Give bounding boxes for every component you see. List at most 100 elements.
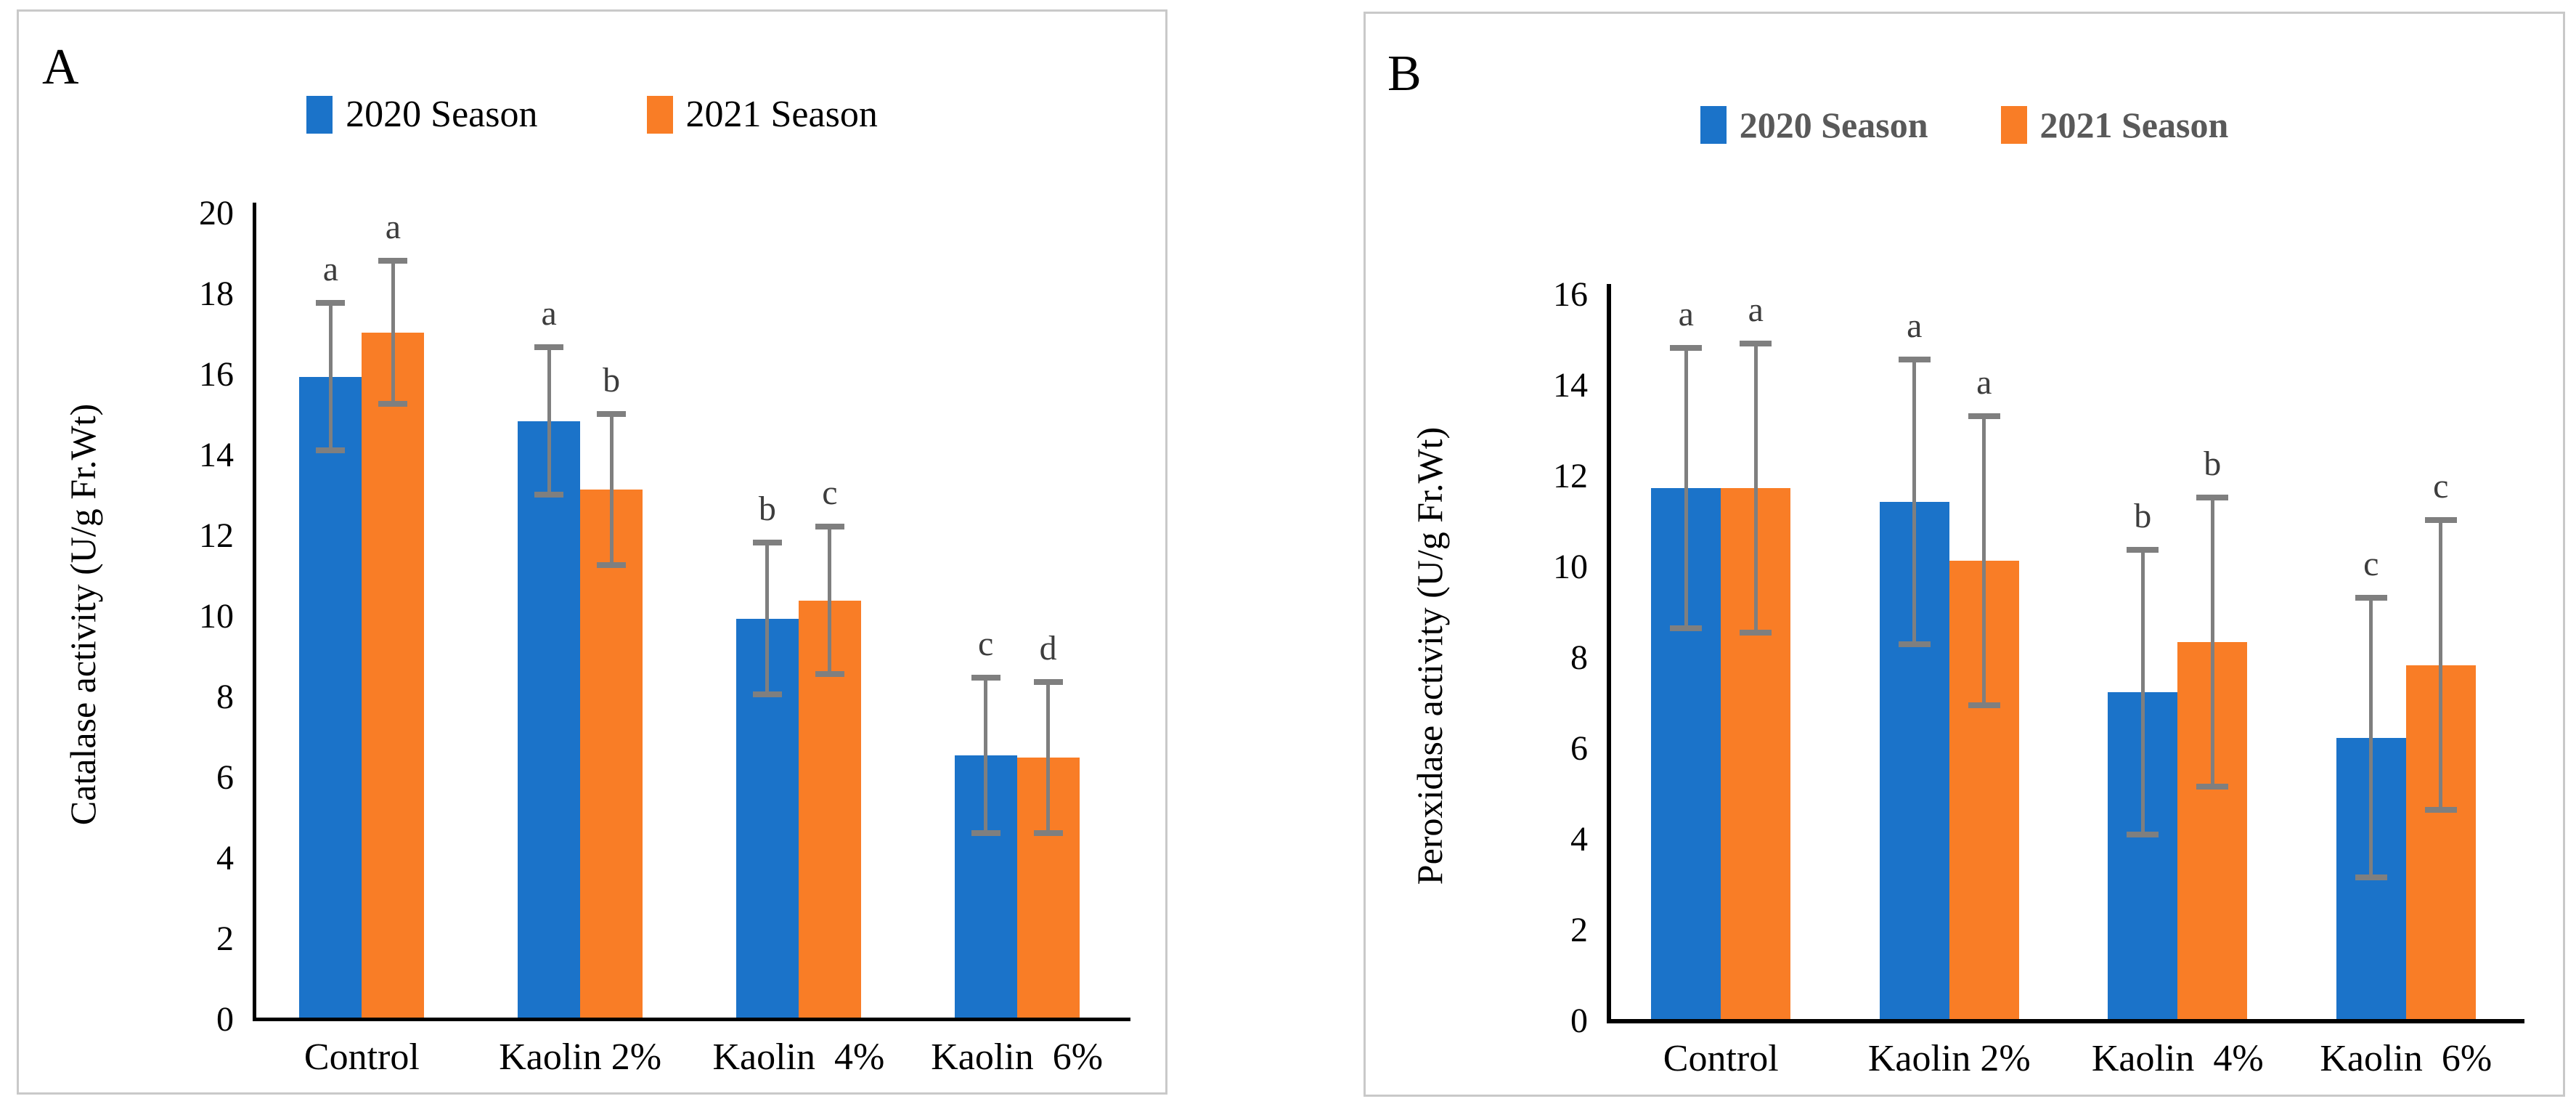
error-bar-cap-top — [2127, 547, 2159, 553]
figure-panel-a: A 2020 Season 2021 Season Catalase activ… — [17, 9, 1167, 1095]
y-tick-label: 8 — [216, 677, 234, 716]
error-bar-cap-top — [2196, 495, 2229, 501]
error-bar-cap-bottom — [316, 447, 346, 453]
significance-letter: c — [822, 474, 838, 513]
error-bar — [2424, 517, 2457, 813]
significance-letter: b — [758, 490, 776, 529]
y-tick-label: 16 — [199, 354, 234, 394]
legend-label-2020: 2020 Season — [1739, 105, 1928, 145]
error-bar-cap-bottom — [2424, 806, 2457, 813]
bar-2020-season — [518, 421, 581, 1018]
legend-swatch-2021-icon — [2000, 106, 2027, 144]
significance-letter: a — [541, 294, 557, 333]
significance-letter: d — [1039, 628, 1057, 667]
error-bar-cap-top — [1898, 356, 1931, 362]
error-bar-cap-top — [815, 524, 844, 530]
y-tick-label: 0 — [216, 999, 234, 1039]
legend-swatch-2021-icon — [646, 95, 673, 134]
figure-panel-b: B 2020 Season 2021 Season Peroxidase act… — [1364, 12, 2565, 1097]
significance-letter: a — [1678, 294, 1694, 333]
error-bar — [597, 410, 627, 569]
error-bar-cap-bottom — [534, 492, 564, 498]
error-bar-cap-top — [378, 257, 408, 264]
error-bar-cap-top — [1740, 340, 1772, 346]
panel-a-corner-label: A — [42, 39, 79, 95]
panel-b-corner-label: B — [1387, 46, 1422, 102]
error-bar — [1898, 356, 1931, 647]
error-bar — [2355, 594, 2387, 881]
error-bar — [2196, 495, 2229, 790]
error-bar-cap-bottom — [1670, 625, 1703, 631]
error-bar — [1670, 344, 1703, 631]
error-bar-stem — [984, 675, 988, 837]
error-bar-stem — [1753, 340, 1758, 636]
error-bar — [378, 257, 408, 407]
significance-letter: c — [2433, 467, 2449, 506]
error-bar-stem — [2369, 594, 2373, 881]
significance-letter: a — [385, 207, 402, 246]
y-tick-label: 12 — [1553, 457, 1588, 495]
error-bar-cap-top — [2355, 594, 2387, 601]
y-tick-label: 10 — [1553, 548, 1588, 586]
error-bar-cap-top — [971, 675, 1000, 681]
error-bar-stem — [2210, 495, 2214, 790]
y-tick-label: 16 — [1553, 275, 1588, 314]
significance-letter: a — [322, 250, 339, 289]
bar-2021-season — [580, 489, 643, 1018]
significance-letter: b — [603, 360, 621, 399]
x-category-label: Kaolin 6% — [931, 1036, 1104, 1078]
error-bar-stem — [391, 257, 395, 407]
significance-letter: a — [1907, 306, 1923, 345]
error-bar-stem — [609, 410, 614, 569]
y-tick-label: 8 — [1570, 638, 1588, 677]
legend-item-2020: 2020 Season — [306, 93, 538, 136]
x-category-label: Kaolin 2% — [1867, 1038, 2031, 1079]
error-bar-cap-bottom — [2127, 832, 2159, 837]
error-bar-stem — [547, 344, 551, 498]
legend-label-2021: 2021 Season — [685, 94, 878, 135]
error-bar — [752, 540, 782, 697]
y-axis-line — [253, 203, 256, 1021]
error-bar-cap-bottom — [1740, 629, 1772, 636]
error-bar-cap-top — [534, 344, 564, 351]
error-bar-cap-top — [752, 540, 782, 546]
error-bar — [2127, 547, 2159, 837]
y-tick-label: 20 — [199, 193, 234, 232]
error-bar-cap-bottom — [378, 401, 408, 407]
error-bar — [316, 300, 346, 453]
y-tick-label: 14 — [199, 435, 234, 474]
error-bar-cap-top — [2424, 517, 2457, 524]
y-tick-label: 4 — [216, 838, 234, 877]
significance-letter: b — [2134, 497, 2152, 535]
error-bar-cap-bottom — [2196, 784, 2229, 790]
x-axis-line — [1607, 1019, 2524, 1023]
significance-letter: a — [1976, 362, 1992, 402]
legend-item-2021: 2021 Season — [2000, 104, 2228, 146]
legend-swatch-2020-icon — [306, 95, 333, 134]
error-bar — [1968, 413, 2000, 708]
error-bar-stem — [2439, 517, 2443, 813]
significance-letter: b — [2204, 445, 2222, 484]
error-bar-cap-bottom — [2355, 874, 2387, 881]
y-tick-label: 2 — [216, 919, 234, 958]
x-category-label: Kaolin 4% — [2091, 1038, 2264, 1079]
y-axis-line — [1607, 284, 1611, 1023]
error-bar-cap-bottom — [1968, 702, 2000, 708]
error-bar-cap-bottom — [597, 562, 627, 569]
error-bar-cap-top — [1670, 344, 1703, 351]
error-bar-stem — [828, 524, 832, 678]
x-category-label: Control — [303, 1036, 420, 1078]
bar-2021-season — [362, 332, 425, 1018]
panel-a-legend: 2020 Season 2021 Season — [19, 93, 1165, 136]
error-bar-stem — [328, 300, 333, 453]
error-bar — [815, 524, 844, 678]
error-bar-cap-bottom — [971, 830, 1000, 837]
error-bar-stem — [1912, 356, 1917, 647]
y-tick-label: 6 — [1570, 729, 1588, 768]
legend-item-2020: 2020 Season — [1700, 104, 1928, 146]
legend-label-2020: 2020 Season — [346, 94, 538, 135]
error-bar-cap-bottom — [815, 671, 844, 678]
panel-b-legend: 2020 Season 2021 Season — [1366, 104, 2563, 146]
error-bar-cap-bottom — [1898, 641, 1931, 647]
x-axis-line — [253, 1018, 1130, 1021]
